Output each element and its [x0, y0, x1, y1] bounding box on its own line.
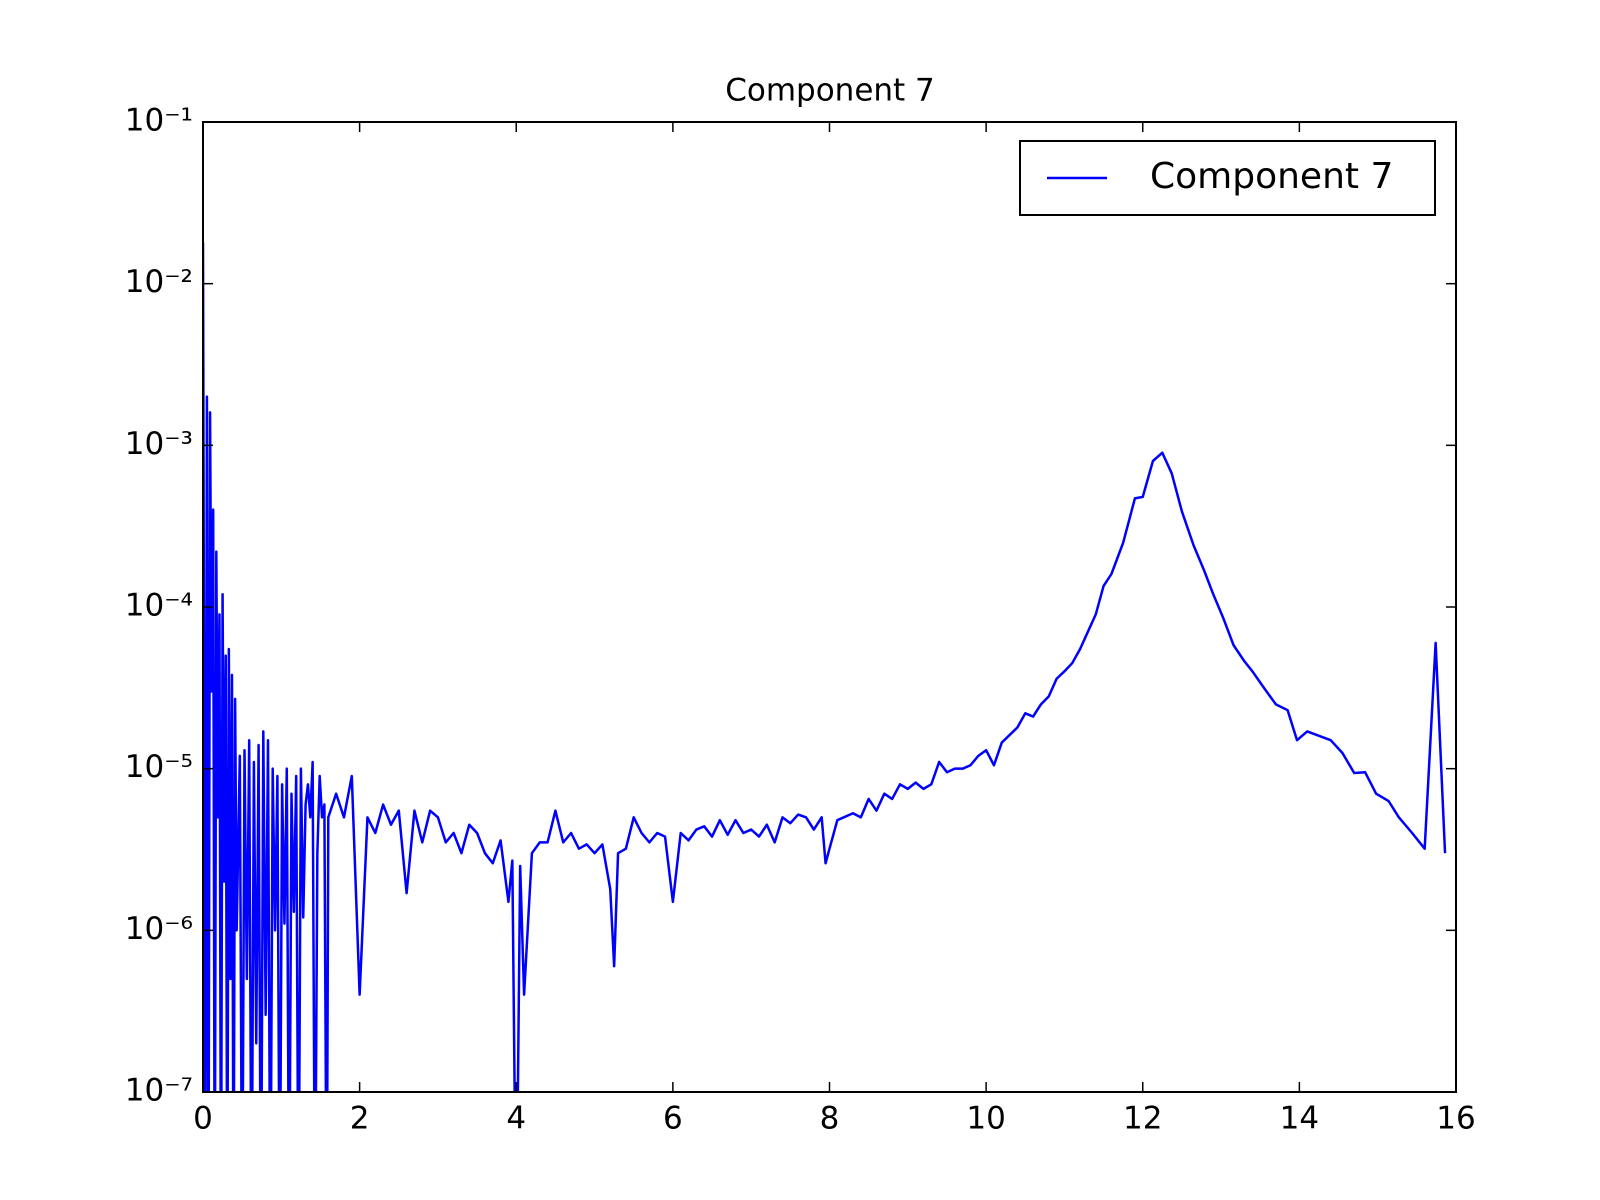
y-tick-label: 10⁻⁵	[125, 749, 193, 785]
legend-label: Component 7	[1150, 156, 1393, 197]
y-tick-label: 10⁻⁶	[125, 911, 193, 947]
chart-title: Component 7	[725, 73, 935, 109]
x-tick-label: 0	[193, 1101, 213, 1137]
y-tick-label: 10⁻⁷	[125, 1073, 193, 1109]
y-tick-label: 10⁻¹	[125, 103, 193, 139]
x-tick-label: 10	[966, 1101, 1005, 1137]
x-tick-label: 12	[1123, 1101, 1162, 1137]
x-tick-label: 16	[1436, 1101, 1475, 1137]
plot-area	[203, 242, 1447, 1092]
y-tick-label: 10⁻²	[125, 264, 193, 300]
x-tick-label: 14	[1280, 1101, 1319, 1137]
x-tick-label: 6	[663, 1101, 683, 1137]
x-tick-label: 4	[506, 1101, 526, 1137]
data-line	[203, 242, 1447, 1092]
y-tick-label: 10⁻⁴	[125, 588, 193, 624]
y-tick-label: 10⁻³	[125, 426, 193, 462]
x-tick-label: 8	[820, 1101, 840, 1137]
x-tick-label: 2	[350, 1101, 370, 1137]
legend: Component 7	[1019, 140, 1436, 216]
